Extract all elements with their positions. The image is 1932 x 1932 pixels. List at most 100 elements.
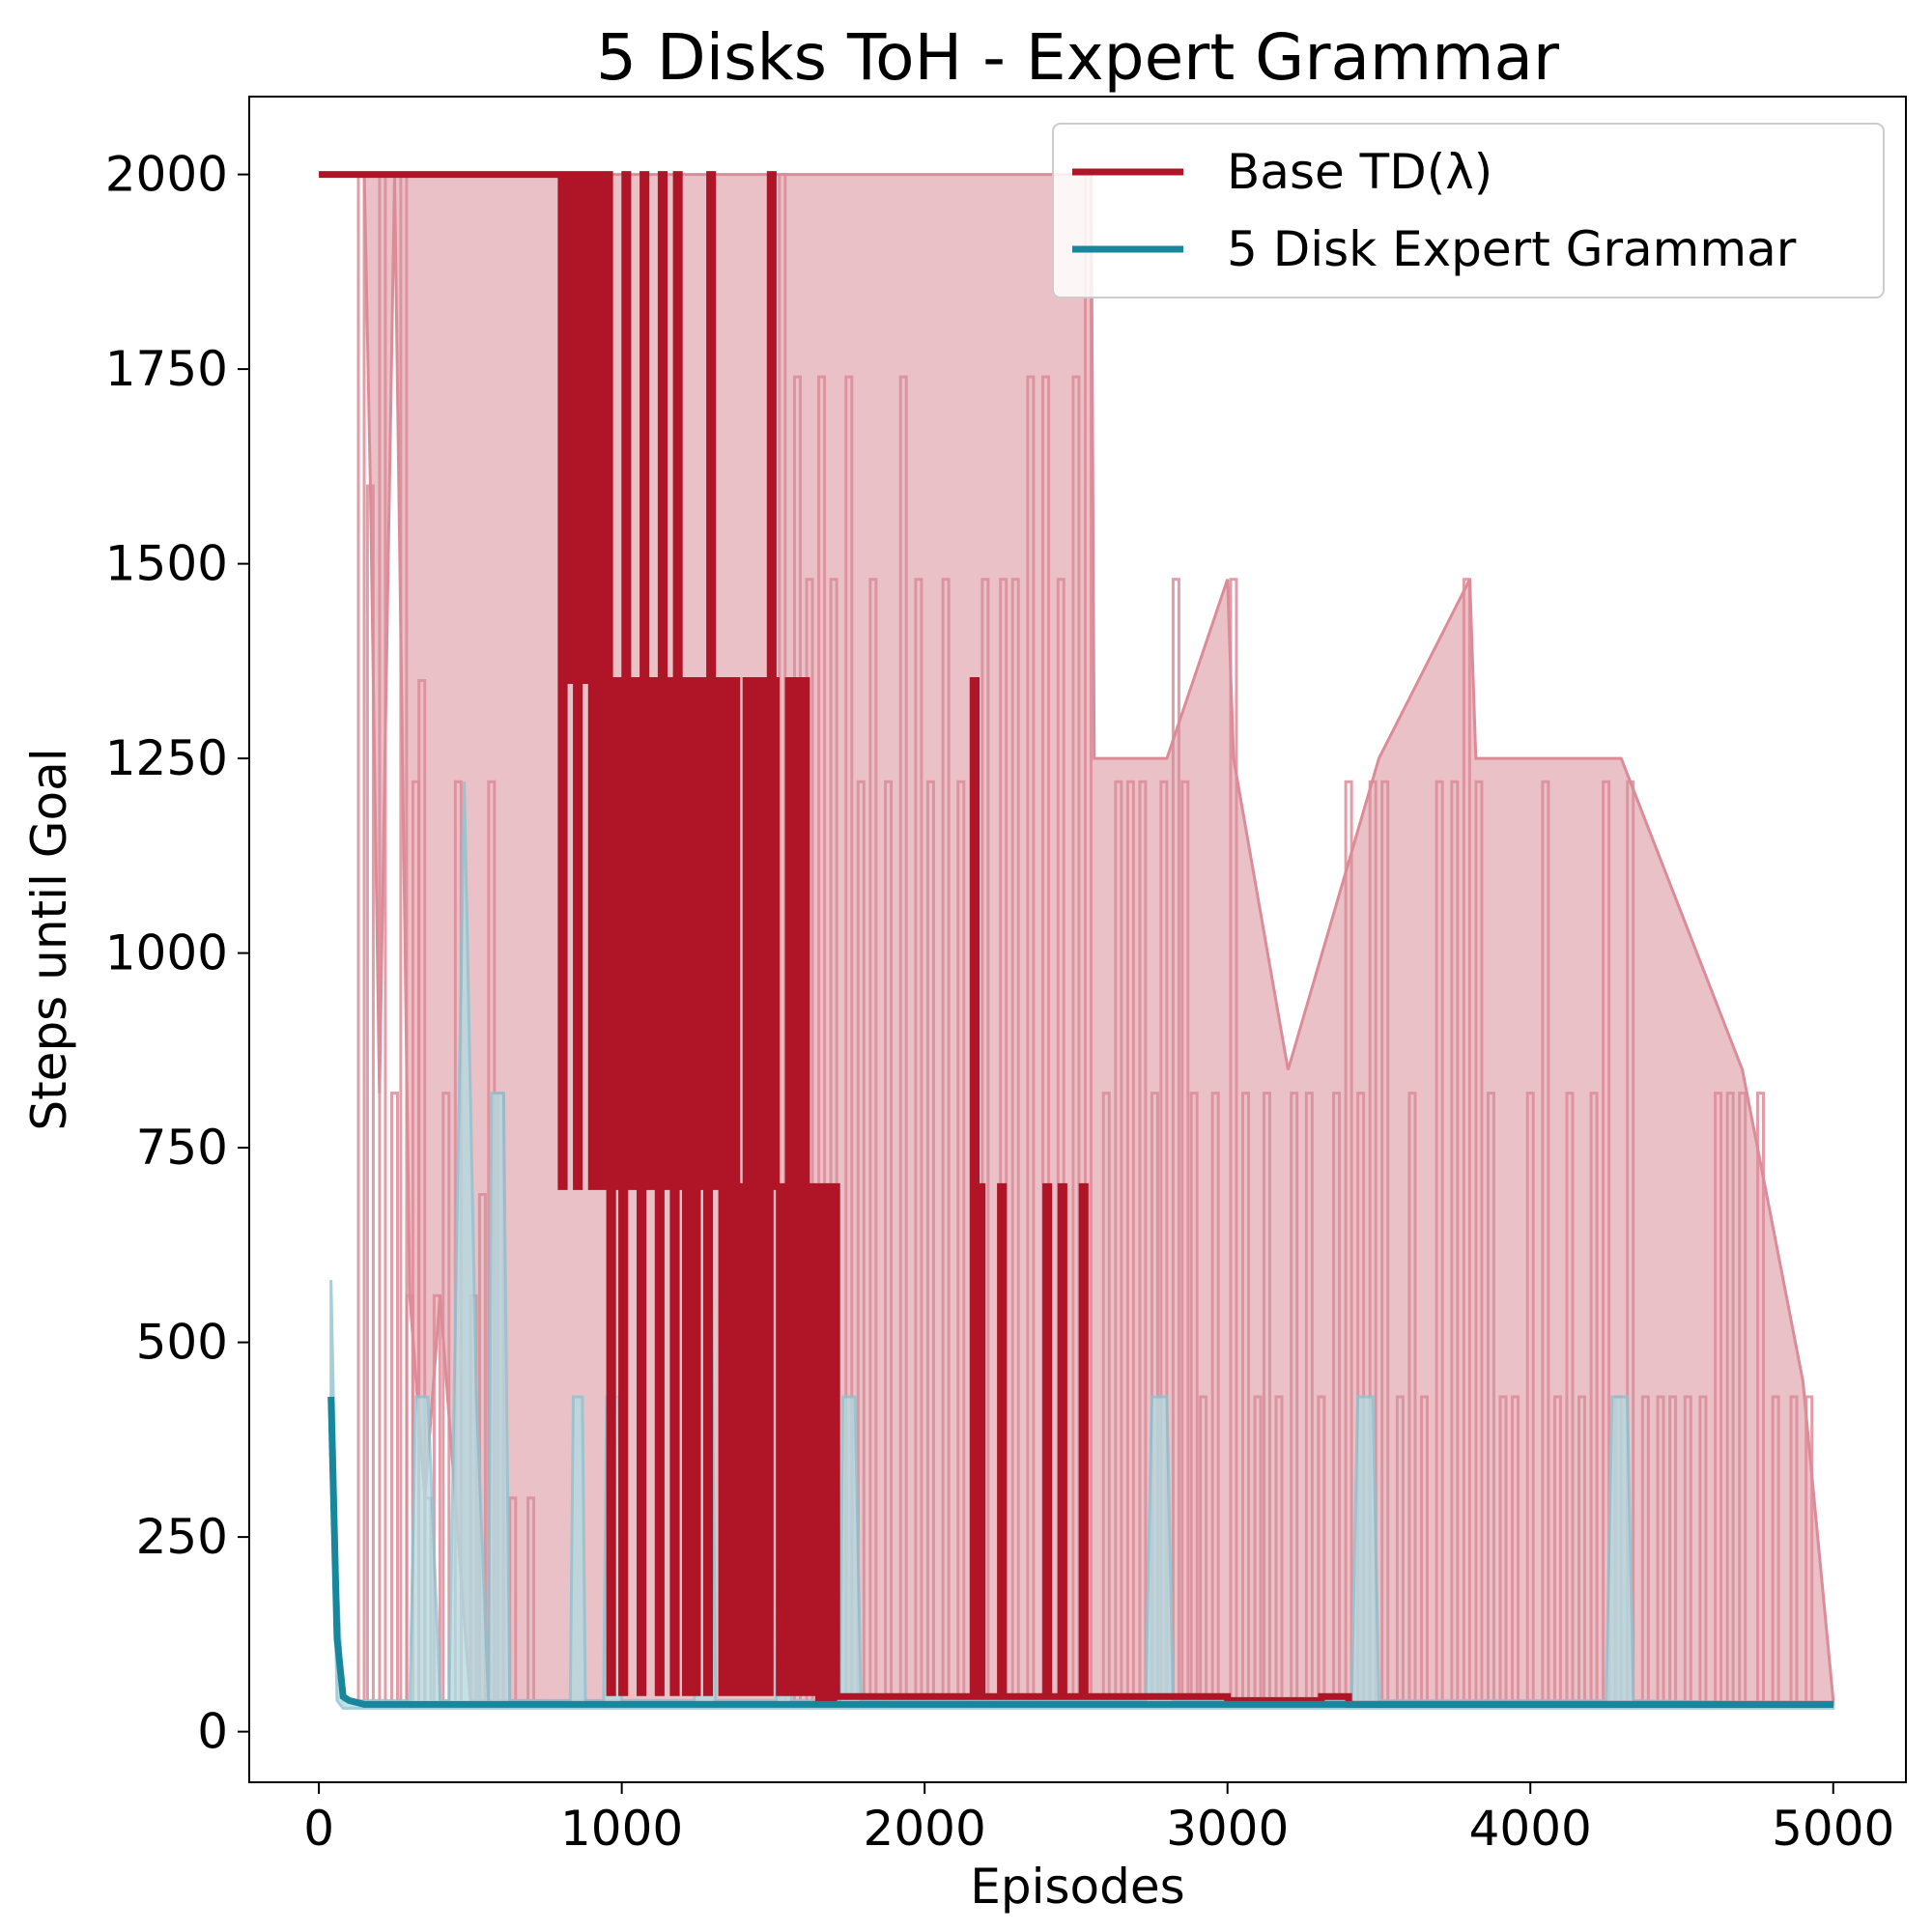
base-band-spike	[1498, 1395, 1508, 1701]
base-band-spike	[1199, 1395, 1208, 1701]
base-band-spike	[829, 578, 838, 1701]
base-band-spike	[1640, 1395, 1650, 1701]
base-band-spike	[999, 578, 1009, 1701]
base-band-spike	[980, 578, 990, 1701]
base-band-spike	[432, 1293, 441, 1701]
base-band-spike	[956, 780, 966, 1701]
base-band-spike	[1725, 1092, 1735, 1701]
base-band-spike	[1789, 1395, 1799, 1701]
x-tick-label: 0	[303, 1801, 334, 1857]
base-band-spike	[1683, 1395, 1692, 1701]
base-band-spike	[1210, 1092, 1220, 1701]
base-band-spike	[1125, 780, 1135, 1701]
base-band-spike	[1180, 780, 1190, 1701]
axes: 0 1000 2000 3000 4000 5000 0 250 500 750 1000 1250 1…	[105, 96, 1907, 1857]
base-band-spike	[1450, 780, 1460, 1701]
base-band-spike	[1656, 1395, 1665, 1701]
base-band-spike	[1010, 578, 1020, 1701]
base-band-spike	[1541, 780, 1550, 1701]
base-band-spike	[389, 1092, 399, 1701]
base-band-spike	[1602, 780, 1611, 1701]
base-band-spike	[1474, 780, 1484, 1701]
base-band-spike	[1071, 375, 1081, 1701]
base-band-spike	[844, 375, 854, 1701]
legend: Base TD(λ) 5 Disk Expert Grammar	[1052, 123, 1885, 298]
y-tick-label: 750	[136, 1120, 228, 1176]
base-band-spike	[884, 780, 894, 1701]
base-band-spike	[1552, 1395, 1562, 1701]
y-axis-title: Steps until Goal	[21, 748, 77, 1130]
base-band-spike	[1626, 780, 1635, 1701]
base-band-spike	[1698, 1395, 1708, 1701]
y-tick-label: 500	[136, 1315, 228, 1371]
base-band-spike	[1589, 1092, 1599, 1701]
base-band-spike	[365, 484, 375, 1701]
base-band-spike	[1041, 375, 1051, 1701]
base-band-spike	[1668, 1395, 1678, 1701]
x-axis-title: Episodes	[970, 1859, 1184, 1915]
base-band-spike	[914, 578, 923, 1701]
base-band-spike	[1344, 780, 1353, 1701]
base-band-spike	[1114, 780, 1123, 1701]
y-tick-label: 1250	[105, 730, 228, 786]
base-band-spike	[417, 679, 427, 1701]
plot-frame	[248, 96, 1907, 1783]
base-band-spike	[1738, 1092, 1747, 1701]
base-band-spike	[526, 1496, 536, 1701]
base-mean-line	[319, 171, 1833, 1708]
legend-label-base: Base TD(λ)	[1227, 144, 1492, 200]
base-band-spike	[1026, 375, 1036, 1701]
base-band-spike	[1486, 1092, 1495, 1701]
base-band-spike	[898, 375, 908, 1701]
legend-label-expert: 5 Disk Expert Grammar	[1227, 221, 1797, 277]
base-band-spike	[1395, 1395, 1405, 1701]
base-band-spike	[1756, 1092, 1766, 1701]
base-band-spike	[1511, 1395, 1520, 1701]
y-tick-label: 1750	[105, 341, 228, 397]
base-band-spike	[1419, 1395, 1429, 1701]
base-band-spike	[1368, 780, 1378, 1701]
base-band-spike	[1380, 780, 1390, 1701]
x-tick-label: 3000	[1166, 1801, 1289, 1857]
base-band-spike	[1462, 578, 1471, 1701]
base-band-spike	[1138, 780, 1148, 1701]
base-band-spike	[1229, 578, 1238, 1701]
base-band-spike	[441, 1092, 451, 1701]
base-band-spike	[1435, 780, 1444, 1701]
expert-mean-line	[327, 1396, 1833, 1708]
base-band-spike	[1171, 578, 1180, 1701]
base-band-spike	[1159, 780, 1169, 1701]
base-band-spike	[925, 780, 935, 1701]
base-band-spike	[941, 578, 951, 1701]
y-tick-label: 1500	[105, 536, 228, 592]
base-band-spike	[1290, 1092, 1299, 1701]
y-tick-label: 0	[197, 1704, 228, 1760]
series-group	[319, 171, 1835, 1710]
x-tick-label: 4000	[1469, 1801, 1592, 1857]
base-band-spike	[1056, 578, 1065, 1701]
base-confidence-band	[319, 173, 1835, 1706]
base-band-spike	[1577, 1395, 1587, 1701]
base-band-spike	[1407, 1092, 1417, 1701]
x-tick-label: 2000	[864, 1801, 986, 1857]
base-band-spike	[1262, 1092, 1271, 1701]
base-band-spike	[1771, 1395, 1780, 1701]
y-tick-label: 2000	[105, 147, 228, 203]
base-band-spike	[1332, 1092, 1342, 1701]
base-band-spike	[1804, 1395, 1814, 1701]
base-band-spike	[1714, 1092, 1723, 1701]
base-band-spike	[1189, 1092, 1199, 1701]
legend-box	[1052, 123, 1885, 298]
base-band-spike	[1101, 1092, 1111, 1701]
base-band-spike	[1241, 1092, 1251, 1701]
base-band-spike	[1565, 1092, 1575, 1701]
x-tick-label: 1000	[560, 1801, 683, 1857]
base-band-spike	[356, 173, 366, 1701]
base-band-spike	[868, 578, 878, 1701]
base-band-spike	[1525, 1092, 1535, 1701]
x-tick-label: 5000	[1772, 1801, 1894, 1857]
base-band-spike	[1304, 1092, 1314, 1701]
plot-area	[319, 171, 1835, 1710]
y-tick-label: 250	[136, 1509, 228, 1565]
